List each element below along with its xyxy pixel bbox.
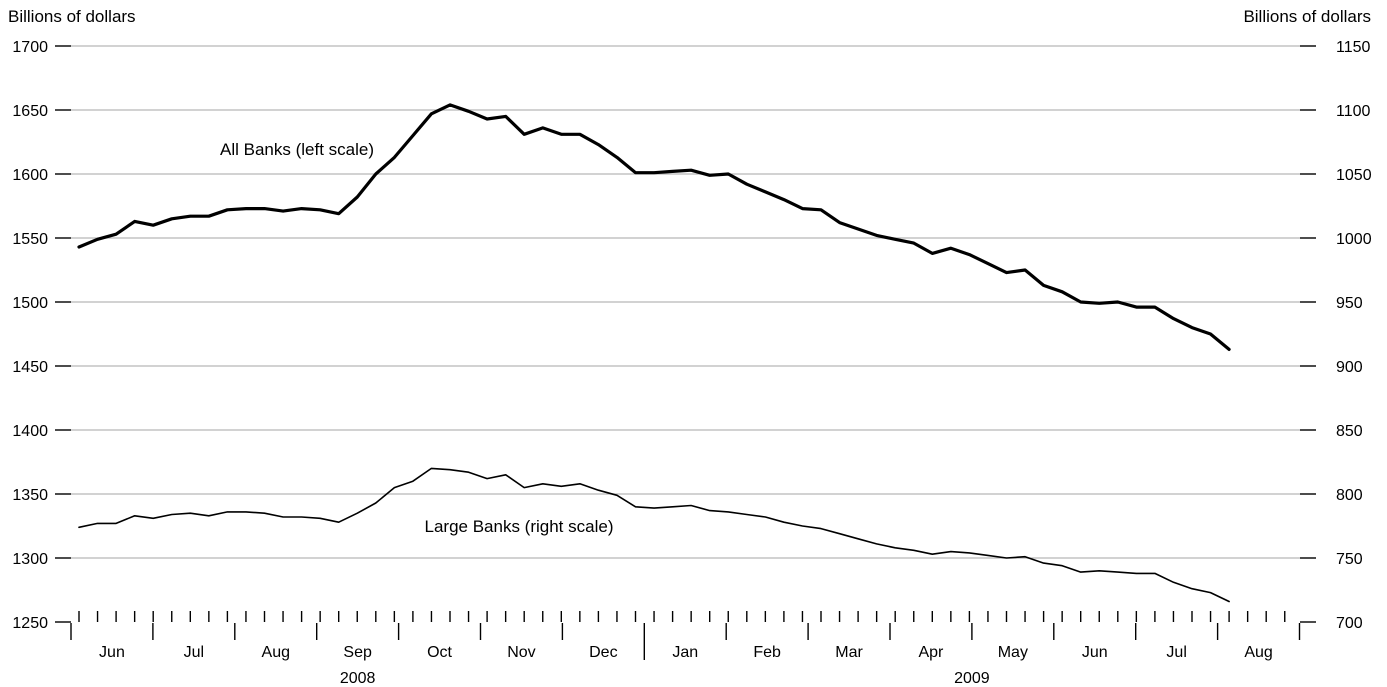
right-tick-label: 750: [1336, 551, 1363, 568]
month-label: May: [998, 644, 1028, 661]
month-label: Jul: [1166, 644, 1186, 661]
month-label: Nov: [507, 644, 535, 661]
left-tick-label: 1350: [12, 487, 48, 504]
left-tick-label: 1400: [12, 423, 48, 440]
large-banks-line: [78, 467, 1230, 603]
right-axis: 700 750 800 850 900 950 1000 1050 1100 1150: [1300, 39, 1372, 632]
right-tick-label: 900: [1336, 359, 1363, 376]
left-axis-title: Billions of dollars: [8, 7, 136, 26]
month-label: Jun: [99, 644, 125, 661]
year-label: 2009: [954, 670, 990, 687]
month-label: Apr: [918, 644, 944, 661]
left-tick-label: 1550: [12, 231, 48, 248]
series-label: All Banks (left scale): [220, 140, 374, 159]
right-tick-label: 1100: [1336, 103, 1371, 120]
month-label: Aug: [262, 644, 290, 661]
left-tick-label: 1250: [12, 615, 48, 632]
right-tick-label: 1050: [1336, 167, 1372, 184]
right-tick-label: 1150: [1336, 39, 1371, 56]
gridlines: [71, 45, 1300, 559]
month-label: Mar: [835, 644, 863, 661]
large-banks-points: [78, 468, 1230, 602]
right-tick-label: 800: [1336, 487, 1363, 504]
month-label: Sep: [343, 644, 372, 661]
right-tick-label: 850: [1336, 423, 1363, 440]
series-layer: [77, 103, 1231, 603]
left-tick-label: 1450: [12, 359, 48, 376]
month-label: Feb: [753, 644, 781, 661]
left-tick-label: 1700: [12, 39, 48, 56]
left-tick-label: 1300: [12, 551, 48, 568]
right-tick-label: 1000: [1336, 231, 1372, 248]
all-banks-points: [78, 104, 1230, 350]
left-tick-label: 1500: [12, 295, 48, 312]
month-label: Jan: [672, 644, 698, 661]
month-label: Dec: [589, 644, 617, 661]
month-label: Jul: [184, 644, 204, 661]
month-label: Jun: [1082, 644, 1108, 661]
left-axis: 1250 1300 1350 1400 1450 1500 1550 1600 1650 1700: [12, 39, 71, 632]
series-label: Large Banks (right scale): [425, 517, 614, 536]
left-tick-label: 1600: [12, 167, 48, 184]
month-label: Oct: [427, 644, 452, 661]
right-tick-label: 950: [1336, 295, 1363, 312]
year-label: 2008: [340, 670, 376, 687]
right-tick-label: 700: [1336, 615, 1363, 632]
x-axis: Jun Jul Aug Sep Oct Nov Dec Jan Feb Mar Apr May Jun J…: [70, 611, 1301, 687]
left-tick-label: 1650: [12, 103, 48, 120]
month-label: Aug: [1244, 644, 1272, 661]
series-labels: All Banks (left scale) Large Banks (right…: [220, 140, 613, 536]
right-axis-title: Billions of dollars: [1243, 7, 1371, 26]
